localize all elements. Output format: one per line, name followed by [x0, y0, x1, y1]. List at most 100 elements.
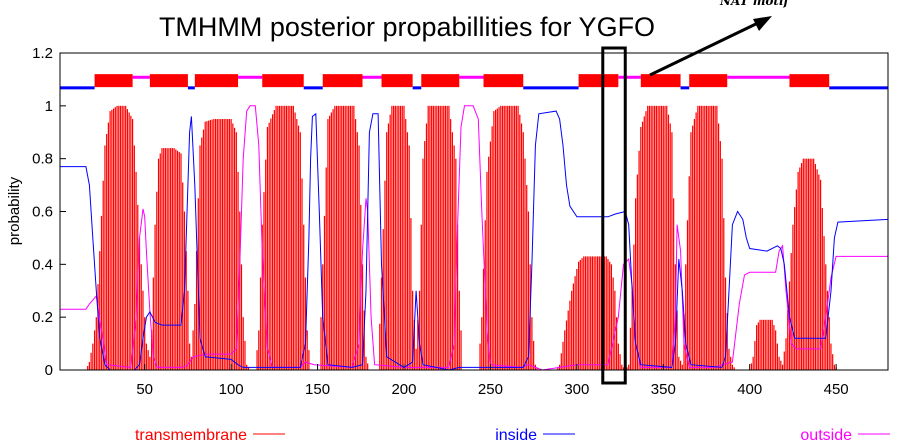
- transmembrane-bar: [780, 360, 782, 370]
- transmembrane-bar: [488, 156, 490, 370]
- transmembrane-bar: [733, 367, 735, 370]
- transmembrane-bar: [533, 340, 535, 370]
- transmembrane-bar: [342, 105, 345, 370]
- transmembrane-bar: [102, 180, 104, 370]
- transmembrane-bar: [669, 123, 671, 370]
- transmembrane-bar: [341, 105, 343, 370]
- transmembrane-bar: [731, 364, 734, 370]
- transmembrane-bar: [583, 256, 585, 370]
- transmembrane-bar: [437, 105, 440, 370]
- transmembrane-bar: [323, 215, 326, 370]
- x-tick-label: 150: [305, 381, 330, 398]
- transmembrane-bar: [348, 105, 350, 370]
- transmembrane-bar: [659, 105, 661, 370]
- transmembrane-bar: [631, 290, 633, 370]
- transmembrane-bar: [123, 105, 125, 370]
- transmembrane-bar: [116, 105, 118, 370]
- transmembrane-bar: [781, 364, 784, 370]
- transmembrane-bar: [422, 158, 424, 370]
- transmembrane-bar: [821, 207, 823, 370]
- topology-tm-segment: [689, 74, 728, 88]
- chart-title: TMHMM posterior propabillities for YGFO: [159, 12, 655, 42]
- transmembrane-bar: [612, 277, 614, 370]
- transmembrane-bar: [804, 158, 806, 370]
- transmembrane-bar: [349, 105, 352, 370]
- transmembrane-bar: [647, 105, 649, 370]
- transmembrane-bar: [698, 105, 701, 370]
- transmembrane-bar: [520, 123, 523, 370]
- transmembrane-bar: [609, 261, 611, 370]
- transmembrane-bar: [152, 277, 154, 370]
- transmembrane-bar: [88, 362, 90, 370]
- transmembrane-bar: [273, 110, 275, 370]
- transmembrane-bar: [93, 330, 96, 370]
- transmembrane-bar: [590, 256, 592, 370]
- transmembrane-bar: [569, 300, 571, 370]
- x-axis: 50 100 150 200 250 300 350 400 450: [136, 364, 849, 398]
- transmembrane-bar: [643, 116, 645, 370]
- transmembrane-bar: [586, 256, 588, 370]
- transmembrane-bar: [458, 290, 460, 370]
- transmembrane-bar: [221, 119, 224, 370]
- transmembrane-bar: [223, 119, 225, 370]
- y-tick-label: 0.8: [32, 151, 53, 168]
- transmembrane-bar: [536, 367, 538, 370]
- transmembrane-bar: [621, 364, 623, 370]
- transmembrane-bar: [289, 105, 291, 370]
- transmembrane-bar: [806, 158, 808, 370]
- transmembrane-bar: [679, 360, 682, 370]
- transmembrane-bar: [776, 343, 778, 370]
- transmembrane-bar: [833, 364, 836, 370]
- legend-label: transmembrane: [135, 427, 247, 444]
- transmembrane-bar: [227, 119, 229, 370]
- transmembrane-bar: [145, 343, 148, 370]
- transmembrane-bar: [104, 145, 106, 370]
- transmembrane-bar: [451, 132, 453, 370]
- transmembrane-bar: [351, 105, 353, 370]
- y-tick-label: 0.4: [32, 256, 53, 273]
- y-axis-label: probability: [6, 176, 23, 245]
- y-tick-label: 0: [45, 362, 53, 379]
- transmembrane-bar: [363, 310, 365, 370]
- transmembrane-bar: [230, 119, 232, 370]
- transmembrane-bar: [399, 105, 402, 370]
- transmembrane-bar: [818, 174, 820, 370]
- topology-inside-segment: [187, 86, 195, 90]
- transmembrane-bar: [790, 253, 792, 370]
- topology-outside-segment: [618, 75, 641, 79]
- transmembrane-bar: [752, 356, 754, 370]
- transmembrane-bar: [292, 105, 294, 370]
- transmembrane-bar: [515, 105, 517, 370]
- transmembrane-bar: [489, 141, 492, 370]
- transmembrane-bar: [714, 105, 716, 370]
- transmembrane-bar: [707, 105, 709, 370]
- transmembrane-bar: [396, 105, 398, 370]
- transmembrane-bar: [393, 105, 395, 370]
- transmembrane-bar: [724, 277, 727, 370]
- transmembrane-bar: [813, 158, 815, 370]
- transmembrane-bar: [176, 150, 179, 370]
- transmembrane-bar: [327, 119, 329, 370]
- transmembrane-bar: [685, 264, 687, 370]
- transmembrane-bar: [657, 105, 659, 370]
- topology-inside-segment: [60, 86, 95, 90]
- transmembrane-bar: [109, 111, 111, 370]
- topology-inside-segment: [829, 86, 888, 90]
- transmembrane-bar: [92, 343, 94, 370]
- transmembrane-bar: [164, 148, 167, 370]
- transmembrane-bar: [508, 105, 511, 370]
- transmembrane-bar: [498, 107, 500, 370]
- x-tick-label: 300: [564, 381, 589, 398]
- transmembrane-bar: [756, 325, 758, 370]
- topology-outside-segment: [238, 75, 263, 79]
- transmembrane-bar: [640, 126, 642, 370]
- transmembrane-bar: [337, 105, 339, 370]
- transmembrane-bar: [365, 356, 367, 370]
- transmembrane-bar: [213, 119, 215, 370]
- transmembrane-bar: [603, 256, 606, 370]
- transmembrane-bar: [154, 224, 156, 370]
- transmembrane-bar: [432, 105, 434, 370]
- transmembrane-bar: [823, 236, 825, 370]
- transmembrane-bar: [100, 215, 103, 370]
- transmembrane-bar: [173, 148, 175, 370]
